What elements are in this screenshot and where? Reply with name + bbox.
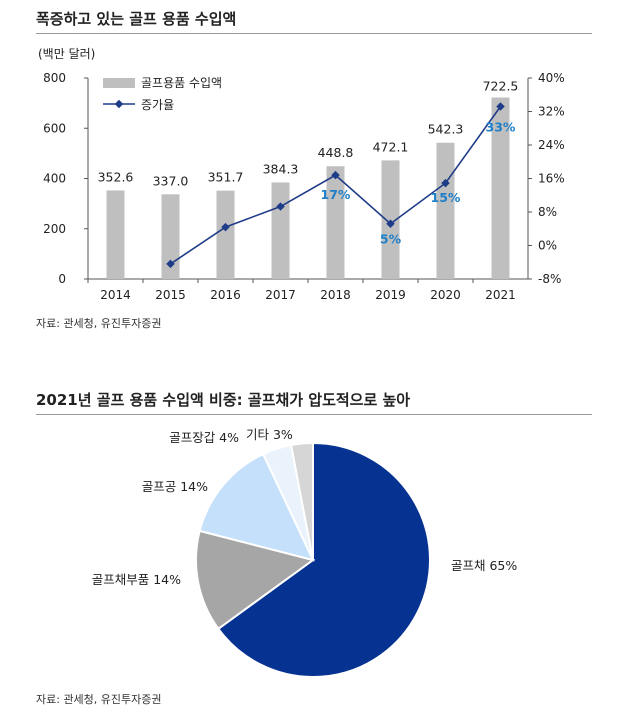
growth-point-marker	[386, 219, 395, 228]
growth-annotation-label: 15%	[431, 190, 461, 205]
pie-slice	[198, 452, 315, 562]
growth-point-marker	[441, 178, 450, 188]
left-y-tick-label: 0	[58, 272, 66, 286]
right-y-tick-label: 8%	[538, 205, 557, 219]
growth-point-marker	[331, 170, 340, 180]
legend-swatch-marker	[114, 99, 124, 109]
x-tick-label: 2015	[155, 288, 186, 302]
growth-point-marker	[276, 202, 285, 211]
bar-value-labels: 352.6 337.0 351.7 384.3 448.8 472.1 542.3 722.5	[98, 78, 519, 188]
right-y-tick-label: 40%	[538, 71, 565, 85]
right-y-tick-label: 24%	[538, 138, 565, 152]
growth-point-marker	[221, 222, 230, 232]
bar-value-label: 542.3	[428, 122, 464, 137]
chart1-title: 폭증하고 있는 골프 용품 수입액	[36, 10, 237, 28]
bar-value-label: 472.1	[373, 139, 409, 154]
right-y-tick-label: 16%	[538, 172, 565, 186]
legend-label-bars: 골프용품 수입액	[141, 76, 222, 90]
chart2-title: 2021년 골프 용품 수입액 비중: 골프채가 압도적으로 높아	[36, 391, 411, 409]
x-axis-ticks: 2014 2015 2016 2017 2018 2019 2020 2021	[87, 279, 516, 302]
growth-point-marker	[496, 102, 505, 111]
left-y-tick-label: 200	[43, 222, 66, 236]
chart2-title-rule	[36, 414, 592, 415]
left-y-tick-label: 600	[43, 121, 66, 135]
chart1-source: 자료: 관세청, 유진투자증권	[36, 317, 162, 330]
growth-line-series	[166, 102, 505, 269]
x-tick-label: 2021	[485, 288, 516, 302]
bar-series	[106, 97, 510, 279]
left-y-tick-label: 800	[43, 71, 66, 85]
pie-slices	[195, 441, 431, 678]
pie-slice-label: 골프채부품 14%	[92, 572, 181, 587]
right-y-tick-label: 32%	[538, 105, 565, 119]
growth-annotations: 17% 5% 15% 33%	[321, 119, 516, 246]
chart2-svg: 골프채 65% 골프채부품 14% 골프공 14% 골프장갑 4% 기타 3%	[92, 427, 518, 678]
bar	[326, 166, 345, 279]
pie-slice	[216, 441, 431, 678]
legend-swatch-bars	[103, 78, 135, 88]
pie-slice-label: 기타 3%	[246, 427, 293, 442]
pie-labels: 골프채 65% 골프채부품 14% 골프공 14% 골프장갑 4% 기타 3%	[92, 427, 518, 587]
growth-annotation-label: 17%	[321, 187, 351, 202]
x-tick-label: 2019	[375, 288, 406, 302]
left-y-axis-ticks: 0 200 400 600 800	[43, 71, 88, 286]
bar-value-label: 384.3	[263, 161, 299, 176]
x-tick-label: 2017	[265, 288, 296, 302]
bar-value-label: 337.0	[153, 173, 189, 188]
bar-value-label: 352.6	[98, 169, 134, 184]
pie-slice-label: 골프채 65%	[451, 558, 517, 573]
bar-value-label: 351.7	[208, 170, 244, 185]
chart1-title-rule	[36, 33, 592, 34]
growth-annotation-label: 33%	[486, 119, 516, 134]
bar-value-label: 448.8	[318, 145, 354, 160]
growth-annotation-label: 5%	[380, 232, 402, 247]
bar	[436, 142, 455, 279]
chart1-svg: (백만 달러) 0 200 400 600 800 -8% 0% 8% 16% 24% 32% 40…	[38, 47, 565, 302]
x-tick-label: 2018	[320, 288, 351, 302]
bar	[161, 194, 180, 279]
bar-value-label: 722.5	[483, 78, 519, 93]
right-y-axis-ticks: -8% 0% 8% 16% 24% 32% 40%	[528, 71, 565, 286]
right-y-tick-label: 0%	[538, 239, 557, 253]
pie-slice-label: 골프공 14%	[142, 479, 208, 494]
pie-slice-label: 골프장갑 4%	[169, 430, 239, 445]
bar	[216, 190, 235, 279]
left-y-tick-label: 400	[43, 172, 66, 186]
y-axis-unit-label: (백만 달러)	[38, 47, 95, 61]
bar	[106, 190, 125, 279]
bar	[271, 182, 290, 279]
right-y-tick-label: -8%	[538, 272, 561, 286]
x-tick-label: 2016	[210, 288, 241, 302]
legend-label-line: 증가율	[141, 98, 174, 112]
bar	[491, 97, 510, 279]
growth-point-marker	[166, 259, 175, 269]
x-tick-label: 2020	[430, 288, 461, 302]
chart2-source: 자료: 관세청, 유진투자증권	[36, 693, 162, 706]
pie-slice	[289, 441, 314, 561]
x-tick-label: 2014	[100, 288, 131, 302]
pie-slice	[195, 529, 316, 631]
